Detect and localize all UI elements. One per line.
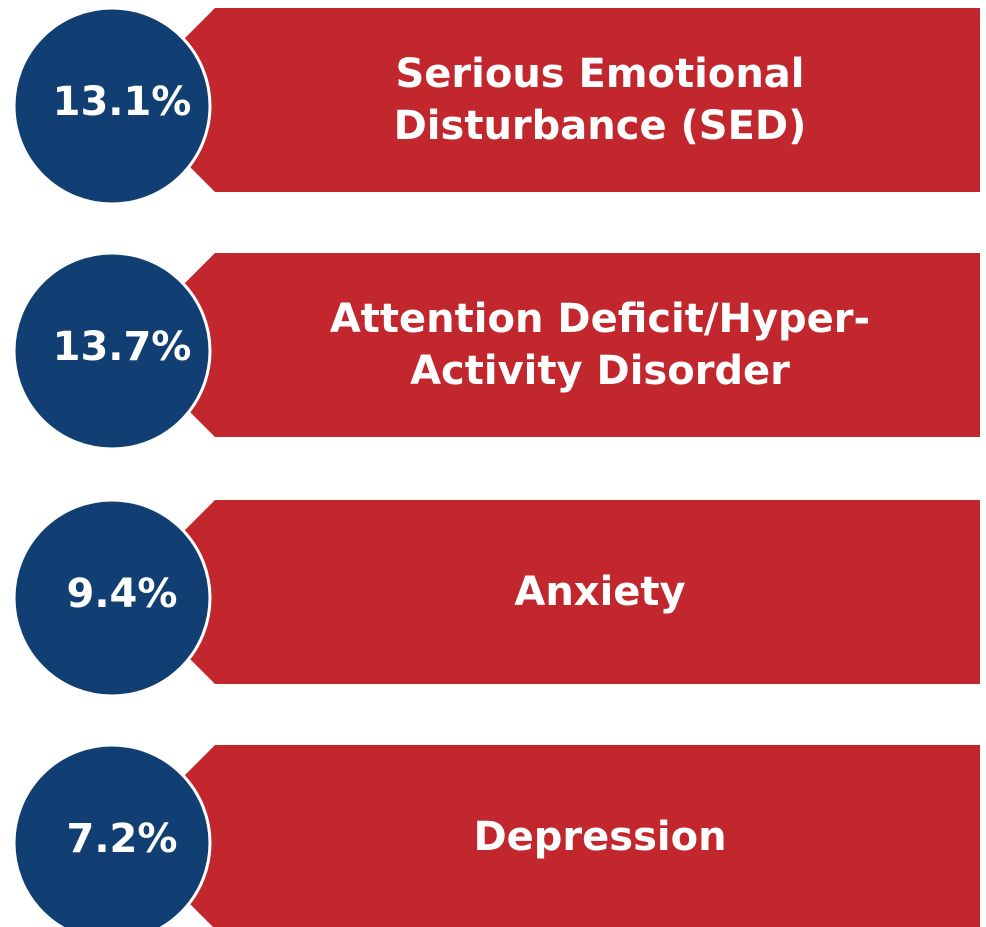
- banner: [185, 8, 980, 192]
- value-circle: [12, 743, 212, 927]
- item-label: Depression: [473, 814, 726, 860]
- value-label: 13.7%: [53, 324, 192, 370]
- item-label: Serious Emotional: [395, 51, 804, 97]
- value-circle: [12, 251, 212, 451]
- banner: [185, 253, 980, 437]
- item-label: Activity Disorder: [410, 348, 790, 394]
- item-label: Attention Deficit/Hyper-: [330, 296, 870, 342]
- item-label: Disturbance (SED): [394, 103, 807, 149]
- value-label: 13.1%: [53, 79, 192, 125]
- item-label: Anxiety: [514, 569, 685, 615]
- banner: [185, 745, 980, 927]
- value-label: 9.4%: [67, 571, 178, 617]
- value-circle: [12, 498, 212, 698]
- value-circle: [12, 6, 212, 206]
- banner: [185, 500, 980, 684]
- value-label: 7.2%: [67, 816, 178, 862]
